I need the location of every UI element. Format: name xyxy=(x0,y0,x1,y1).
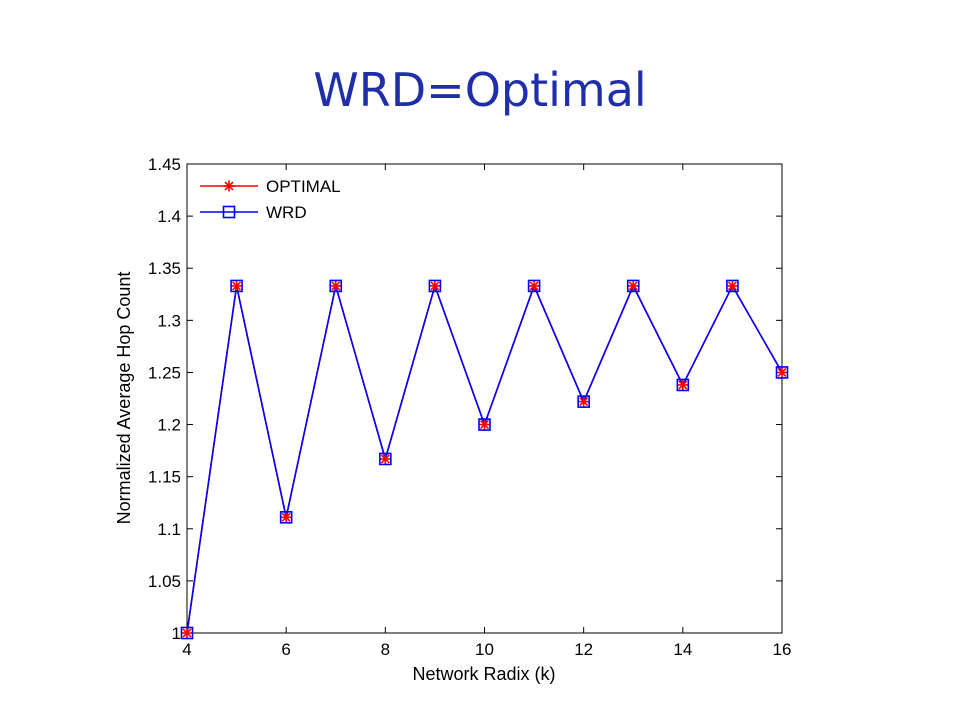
point-wrd xyxy=(329,279,343,293)
point-optimal xyxy=(379,453,391,465)
point-wrd xyxy=(577,395,590,408)
legend-label-wrd: WRD xyxy=(266,203,307,222)
y-axis-label: Normalized Average Hop Count xyxy=(114,272,134,525)
point-optimal xyxy=(479,419,490,431)
point-wrd xyxy=(726,279,739,293)
y-tick-label: 1.2 xyxy=(157,416,181,435)
y-tick-label: 1.1 xyxy=(157,520,181,539)
axis-ticks: 4 6 8 10 12 14 16 1 1.05 1.1 1.15 1.2 1.25 1.3 1.35 1.4… xyxy=(148,155,792,659)
plot-area xyxy=(186,163,783,634)
y-tick-label: 1 xyxy=(172,624,181,643)
point-optimal xyxy=(181,627,193,639)
y-tick-label: 1.15 xyxy=(148,468,181,487)
point-wrd xyxy=(180,626,194,640)
point-wrd xyxy=(279,511,293,524)
point-wrd xyxy=(676,378,690,392)
point-wrd xyxy=(230,279,243,293)
y-tick-label: 1.05 xyxy=(148,572,181,591)
point-optimal xyxy=(429,280,441,292)
x-tick-label: 16 xyxy=(773,640,792,659)
point-wrd xyxy=(775,366,789,379)
y-tick-label: 1.35 xyxy=(148,259,181,278)
x-tick-label: 4 xyxy=(182,640,191,659)
point-optimal xyxy=(330,280,342,292)
x-tick-label: 8 xyxy=(381,640,390,659)
x-tick-label: 10 xyxy=(475,640,494,659)
point-wrd xyxy=(428,279,442,293)
series-layer xyxy=(180,279,789,640)
x-axis-label: Network Radix (k) xyxy=(412,664,555,684)
x-tick-label: 6 xyxy=(281,640,290,659)
y-tick-label: 1.25 xyxy=(148,363,181,382)
slide-title: WRD=Optimal xyxy=(313,63,647,117)
point-optimal xyxy=(578,396,590,408)
y-tick-label: 1.45 xyxy=(148,155,181,174)
point-optimal xyxy=(776,366,788,378)
point-optimal xyxy=(231,280,243,292)
legend-marker-wrd xyxy=(222,205,236,219)
point-optimal xyxy=(627,280,639,292)
point-optimal xyxy=(528,280,540,292)
legend-box xyxy=(196,171,339,227)
y-tick-label: 1.4 xyxy=(157,207,181,226)
legend: OPTIMAL WRD xyxy=(196,171,341,227)
y-tick-label: 1.3 xyxy=(157,311,181,330)
point-wrd xyxy=(527,279,541,293)
point-wrd xyxy=(626,279,640,293)
x-tick-label: 14 xyxy=(673,640,692,659)
legend-label-optimal: OPTIMAL xyxy=(266,177,341,196)
x-tick-label: 12 xyxy=(574,640,593,659)
legend-marker-optimal xyxy=(223,180,235,192)
point-wrd xyxy=(379,452,392,466)
point-wrd xyxy=(478,418,491,431)
point-optimal xyxy=(677,379,689,391)
point-optimal xyxy=(280,511,292,523)
point-optimal xyxy=(726,280,738,292)
